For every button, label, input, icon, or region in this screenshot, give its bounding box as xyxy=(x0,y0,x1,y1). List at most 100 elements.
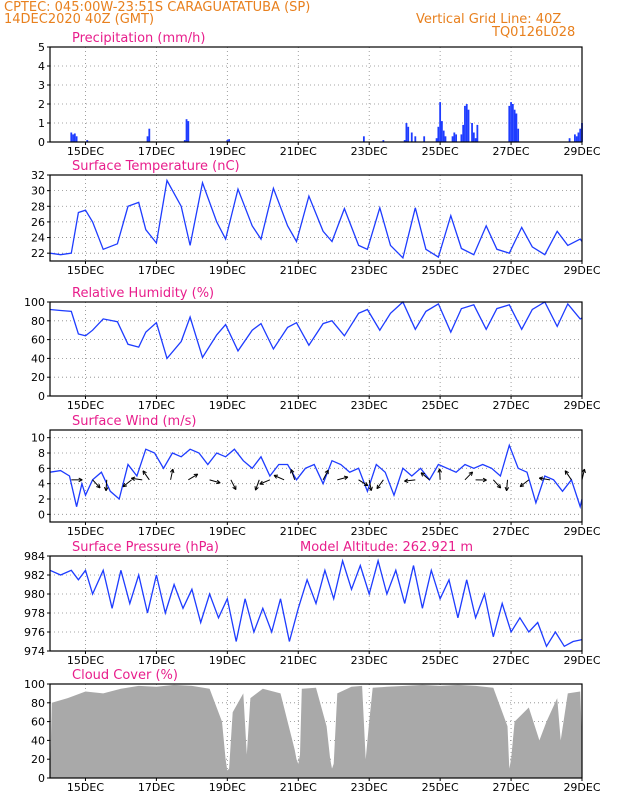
wind-vector-head xyxy=(259,480,264,485)
panel-title: Surface Wind (m/s) xyxy=(72,414,196,429)
y-tick-label: 40 xyxy=(31,734,45,747)
x-tick-label: 17DEC xyxy=(138,145,175,158)
x-tick-label: 17DEC xyxy=(138,399,175,412)
precip-bar xyxy=(442,130,445,142)
x-tick-label: 19DEC xyxy=(209,525,246,538)
x-tick-label: 27DEC xyxy=(493,145,530,158)
precip-bar xyxy=(462,124,465,142)
x-tick-label: 17DEC xyxy=(138,654,175,667)
y-tick-label: 4 xyxy=(38,478,45,491)
wind-vector-head xyxy=(538,476,544,481)
wind-vector-head xyxy=(103,486,109,492)
panel-title: Precipitation (mm/h) xyxy=(72,31,205,46)
precip-bar xyxy=(574,134,576,142)
x-tick-label: 17DEC xyxy=(138,525,175,538)
y-tick-label: 10 xyxy=(31,432,45,445)
x-tick-label: 25DEC xyxy=(422,145,459,158)
precip-bar xyxy=(435,138,438,142)
x-tick-label: 25DEC xyxy=(422,781,459,794)
x-tick-label: 23DEC xyxy=(351,264,388,277)
precip-bar xyxy=(453,132,456,142)
panel-4 xyxy=(47,555,583,654)
x-tick-label: 21DEC xyxy=(280,145,317,158)
wind-vector-head xyxy=(368,486,373,491)
precip-bar xyxy=(579,128,582,142)
x-tick-label: 19DEC xyxy=(209,781,246,794)
x-tick-label: 29DEC xyxy=(563,399,600,412)
precip-bar xyxy=(146,136,149,142)
precip-bar xyxy=(148,128,151,142)
precip-bar xyxy=(513,109,516,142)
wind-vector xyxy=(230,479,237,490)
wind-vector xyxy=(188,473,199,481)
x-tick-label: 27DEC xyxy=(493,781,530,794)
wind-vector xyxy=(439,468,441,480)
header-location: CPTEC: 045:00W-23:51S CARAGUATATUBA (SP) xyxy=(4,0,311,15)
y-tick-label: 22 xyxy=(31,247,45,260)
x-tick-label: 27DEC xyxy=(493,654,530,667)
x-tick-label: 23DEC xyxy=(351,525,388,538)
wind-vector xyxy=(420,472,430,481)
wind-vector xyxy=(255,479,260,491)
wind-vector-head xyxy=(404,478,409,484)
precip-bar xyxy=(577,132,580,142)
series-line xyxy=(49,558,583,648)
precip-bar xyxy=(226,140,229,142)
precip-bar xyxy=(423,136,426,142)
wind-vector xyxy=(209,479,221,484)
series-line xyxy=(49,178,583,260)
x-tick-label: 29DEC xyxy=(563,145,600,158)
wind-vector-head xyxy=(482,477,487,483)
precip-bar xyxy=(451,136,454,142)
wind-vector-head xyxy=(324,469,329,475)
y-tick-label: 0 xyxy=(38,772,45,785)
precip-bar xyxy=(515,113,518,142)
x-tick-label: 15DEC xyxy=(67,654,104,667)
precip-bar xyxy=(467,109,470,142)
y-tick-label: 100 xyxy=(24,678,45,691)
precip-bar xyxy=(575,136,578,142)
x-tick-label: 19DEC xyxy=(209,264,246,277)
y-tick-label: 0 xyxy=(38,390,45,403)
y-tick-label: 32 xyxy=(31,169,45,182)
precip-bar xyxy=(511,104,514,142)
y-tick-label: 982 xyxy=(24,569,45,582)
precip-bar xyxy=(410,132,413,142)
precip-bar xyxy=(437,126,440,142)
y-tick-label: 60 xyxy=(31,716,45,729)
wind-vector xyxy=(122,479,132,488)
precip-bar xyxy=(510,102,512,142)
header-code: TQ0126L028 xyxy=(492,25,576,40)
y-tick-label: 80 xyxy=(31,315,45,328)
precip-bar xyxy=(72,134,74,142)
wind-vector-head xyxy=(519,482,525,488)
header-grid-note: Vertical Grid Line: 40Z xyxy=(416,12,562,27)
y-tick-label: 4 xyxy=(38,60,45,73)
panel-3 xyxy=(47,429,586,525)
precip-bar xyxy=(187,121,190,142)
wind-vector-head xyxy=(216,479,221,485)
precip-bar xyxy=(382,140,385,142)
precip-bar xyxy=(476,124,479,142)
y-tick-label: 3 xyxy=(38,79,45,92)
precip-bar xyxy=(185,119,188,142)
panel-frame xyxy=(49,301,583,397)
y-tick-label: 24 xyxy=(31,232,45,245)
precip-bar xyxy=(362,136,365,142)
y-tick-label: 26 xyxy=(31,216,45,229)
y-tick-label: 976 xyxy=(24,626,45,639)
panel-frame xyxy=(49,683,583,779)
wind-vector-head xyxy=(437,468,442,473)
y-tick-label: 974 xyxy=(24,645,45,658)
precip-bar xyxy=(405,123,408,142)
wind-vector xyxy=(368,479,372,491)
y-tick-label: 6 xyxy=(38,462,45,475)
precip-bar xyxy=(183,140,186,142)
panel-1 xyxy=(47,174,583,264)
y-tick-label: 80 xyxy=(31,697,45,710)
wind-vector-head xyxy=(96,483,101,489)
x-tick-label: 29DEC xyxy=(563,525,600,538)
x-tick-label: 29DEC xyxy=(563,654,600,667)
wind-vector-head xyxy=(343,475,349,481)
wind-vector xyxy=(290,469,296,480)
